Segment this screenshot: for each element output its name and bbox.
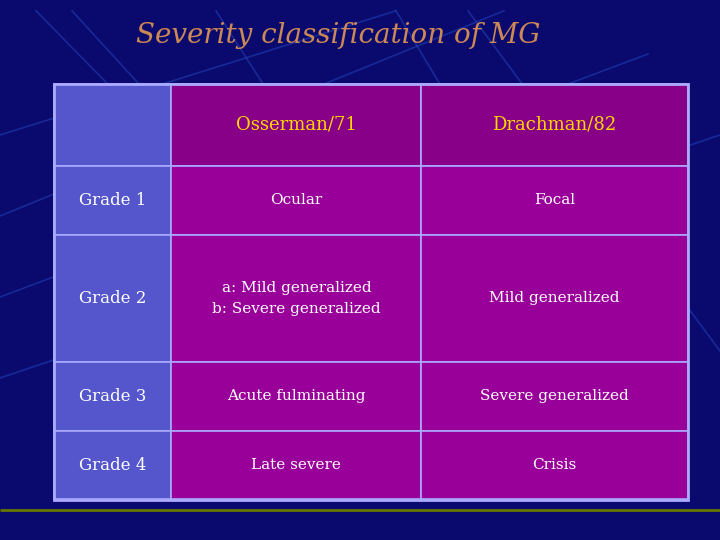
- Bar: [171, 235, 421, 362]
- Text: Grade 4: Grade 4: [79, 457, 146, 474]
- Bar: [421, 362, 688, 430]
- Text: a: Mild generalized
b: Severe generalized: a: Mild generalized b: Severe generalize…: [212, 281, 381, 315]
- Text: Acute fulminating: Acute fulminating: [227, 389, 366, 403]
- Bar: [171, 430, 421, 500]
- Bar: [54, 235, 171, 362]
- Text: Grade 2: Grade 2: [79, 290, 146, 307]
- Text: Mild generalized: Mild generalized: [490, 291, 620, 305]
- Text: Severe generalized: Severe generalized: [480, 389, 629, 403]
- Text: Late severe: Late severe: [251, 458, 341, 472]
- Bar: [421, 430, 688, 500]
- Text: Focal: Focal: [534, 193, 575, 207]
- Bar: [54, 430, 171, 500]
- Text: Drachman/82: Drachman/82: [492, 116, 616, 134]
- Bar: [421, 84, 688, 166]
- Bar: [54, 84, 171, 166]
- Text: Grade 3: Grade 3: [79, 388, 146, 404]
- Text: Grade 1: Grade 1: [79, 192, 146, 209]
- Bar: [54, 362, 171, 430]
- Text: Severity classification of MG: Severity classification of MG: [136, 22, 541, 49]
- Bar: [171, 84, 421, 166]
- Text: Ocular: Ocular: [270, 193, 323, 207]
- Bar: [54, 84, 688, 500]
- Text: Osserman/71: Osserman/71: [236, 116, 357, 134]
- Bar: [421, 166, 688, 235]
- Bar: [171, 362, 421, 430]
- Bar: [54, 166, 171, 235]
- Text: Crisis: Crisis: [532, 458, 577, 472]
- Bar: [171, 166, 421, 235]
- Bar: [421, 235, 688, 362]
